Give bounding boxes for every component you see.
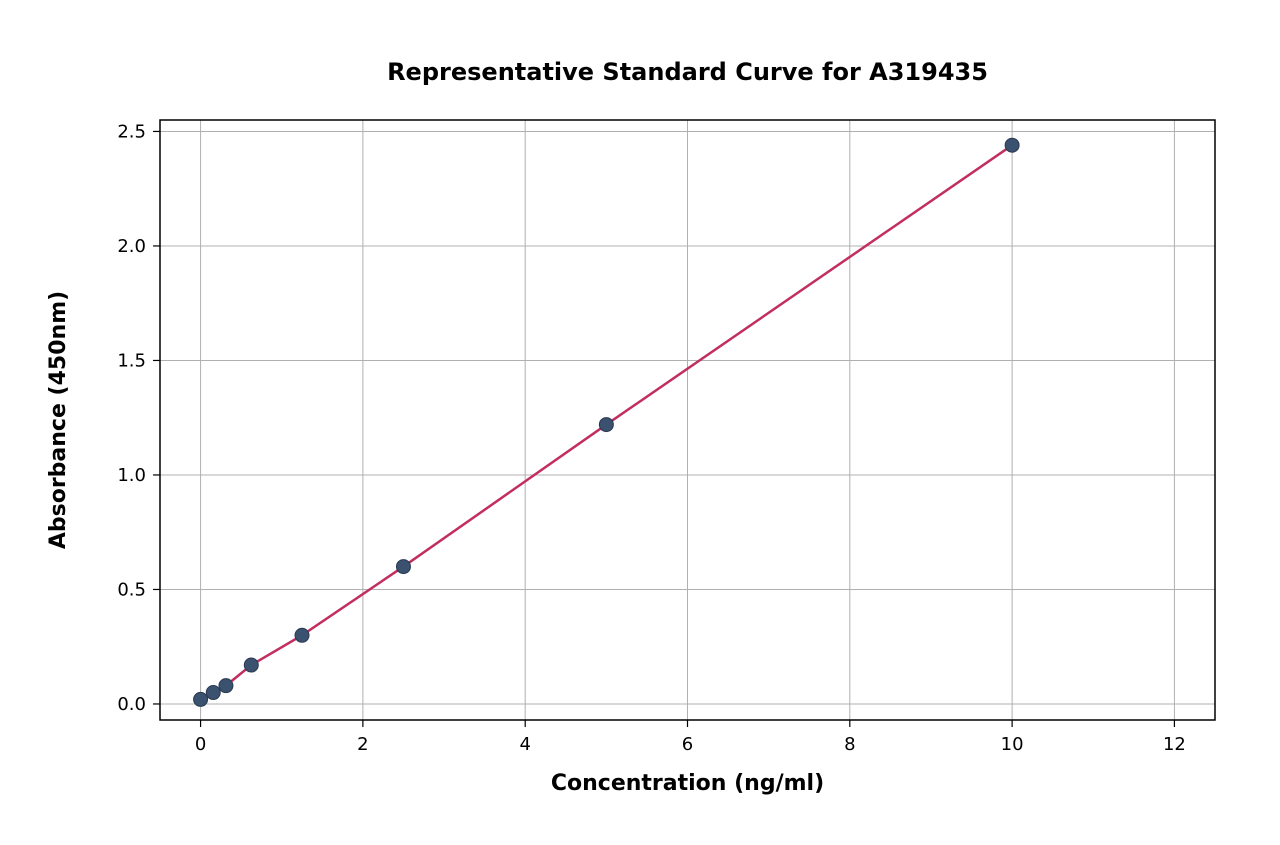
data-point [194, 692, 208, 706]
x-tick-label: 8 [844, 734, 855, 755]
x-tick-label: 6 [682, 734, 693, 755]
y-axis-label: Absorbance (450nm) [46, 291, 71, 549]
y-tick-label: 0.5 [117, 579, 146, 600]
chart-container: 0 2 4 6 8 10 12 0.0 0.5 1.0 1.5 2.0 2.5 Representat… [0, 0, 1280, 845]
chart-title: Representative Standard Curve for A31943… [387, 58, 988, 86]
x-tick-label: 12 [1163, 734, 1186, 755]
x-tick-label: 2 [357, 734, 368, 755]
y-tick-label: 1.5 [117, 350, 146, 371]
data-point [1005, 138, 1019, 152]
data-point [206, 686, 220, 700]
y-tick-label: 2.0 [117, 236, 146, 257]
data-point [396, 560, 410, 574]
data-point [219, 679, 233, 693]
y-tick-label: 2.5 [117, 121, 146, 142]
y-tick-label: 1.0 [117, 465, 146, 486]
x-tick-label: 0 [195, 734, 206, 755]
x-tick-label: 10 [1001, 734, 1024, 755]
data-point [244, 658, 258, 672]
data-point [295, 628, 309, 642]
x-axis-label: Concentration (ng/ml) [551, 771, 824, 796]
x-tick-label: 4 [519, 734, 530, 755]
y-tick-label: 0.0 [117, 694, 146, 715]
data-point [599, 418, 613, 432]
standard-curve-chart: 0 2 4 6 8 10 12 0.0 0.5 1.0 1.5 2.0 2.5 Representat… [0, 0, 1280, 845]
chart-background [0, 0, 1280, 845]
